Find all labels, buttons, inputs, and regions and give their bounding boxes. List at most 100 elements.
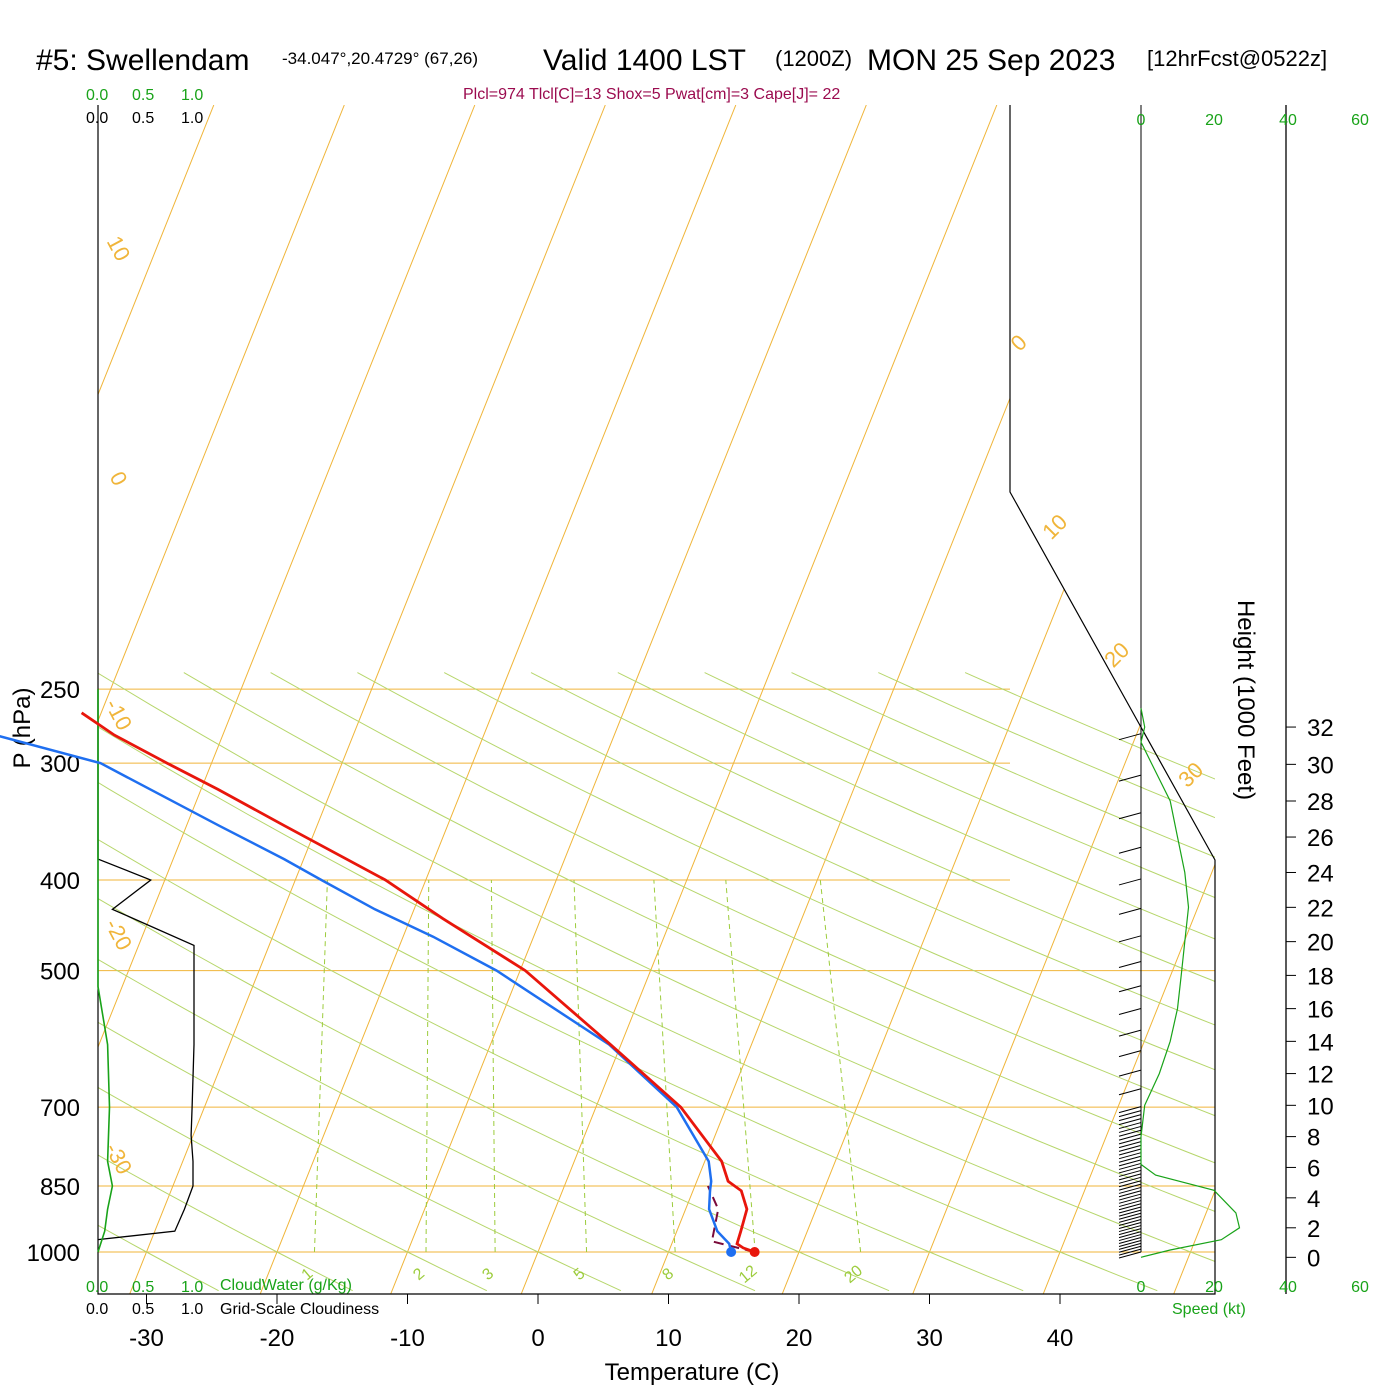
wind-barb: [1118, 1203, 1142, 1211]
wind-barb: [1118, 1234, 1142, 1242]
dewpoint-profile: [0, 735, 733, 1253]
cloudwater-label: CloudWater (g/Kg): [220, 1277, 352, 1294]
isotherm--60: [98, 105, 215, 1294]
mixing-ratio-3: [490, 879, 496, 1253]
wind-barb: [1118, 1162, 1142, 1170]
speed-bot-60: 60: [1351, 1279, 1369, 1296]
wind-barb: [1118, 1148, 1142, 1156]
wind-barb: [1118, 1069, 1142, 1077]
wind-barb: [1118, 1193, 1142, 1201]
isotherm-label-0: 10: [102, 232, 136, 265]
wind-barb: [1118, 1200, 1142, 1208]
height-tick-28: 28: [1307, 789, 1334, 816]
wind-barbs: [1118, 733, 1142, 1259]
height-tick-16: 16: [1307, 997, 1334, 1024]
wind-barb: [1118, 1050, 1142, 1058]
temp-tick--10: -10: [390, 1325, 425, 1352]
speed-label: Speed (kt): [1172, 1301, 1246, 1318]
dry-adiabat--20: [98, 1154, 353, 1292]
speed-top-20: 20: [1205, 112, 1223, 129]
speed-scale-bottom: 0 20 40 60: [1137, 1279, 1369, 1296]
mixing-ratio-12: [725, 879, 756, 1253]
wind-barb: [1118, 1088, 1142, 1096]
cl-bot-1: 1.0: [181, 1301, 203, 1318]
wind-barb: [1118, 1186, 1142, 1194]
temp-tick-40: 40: [1047, 1325, 1074, 1352]
cl-bot-0: 0.0: [86, 1301, 108, 1318]
temp-tick-20: 20: [786, 1325, 813, 1352]
dry-adiabat-130: [704, 672, 1215, 899]
height-axis-label: Height (1000 Feet): [1232, 600, 1259, 800]
parcel-profile: [706, 1185, 755, 1253]
mixing-ratio-label-12: 12: [736, 1262, 761, 1287]
height-tick-4: 4: [1307, 1186, 1320, 1213]
station-name: #5: Swellendam: [36, 44, 249, 77]
pressure-tick-250: 250: [40, 677, 80, 704]
mixing-ratio-label-20: 20: [841, 1262, 866, 1287]
height-tick-12: 12: [1307, 1062, 1334, 1089]
speed-top-0: 0: [1137, 112, 1146, 129]
station-coords: -34.047°,20.4729° (67,26): [282, 49, 478, 68]
isotherm-label-4: -30: [100, 1139, 137, 1179]
stability-indices: Plcl=974 Tlcl[C]=13 Shox=5 Pwat[cm]=3 Ca…: [463, 86, 840, 103]
dry-adiabat-100: [443, 672, 1215, 1026]
wind-barb: [1118, 1122, 1142, 1130]
isotherm--30: [129, 105, 606, 1294]
dry-adiabat-90: [357, 672, 1215, 1071]
cw-bot-1: 1.0: [181, 1279, 203, 1296]
cloudwater-profile: [97, 689, 114, 1253]
isotherm--10: [390, 105, 867, 1294]
wind-barb: [1118, 1212, 1142, 1220]
height-tick-20: 20: [1307, 930, 1334, 957]
dry-adiabat--10: [98, 1086, 488, 1292]
y-axis-label: P (hPa): [9, 688, 36, 769]
dry-adiabat-0: [98, 1021, 622, 1292]
wind-barb: [1118, 1106, 1142, 1114]
temp-tick-0: 0: [531, 1325, 544, 1352]
height-tick-26: 26: [1307, 825, 1334, 852]
dry-adiabat-60: [98, 672, 1215, 1212]
height-tick-0: 0: [1307, 1245, 1320, 1272]
height-tick-32: 32: [1307, 715, 1334, 742]
wind-barb: [1118, 846, 1142, 854]
wind-barb: [1118, 1183, 1142, 1191]
mixing-ratio-label-2: 2: [410, 1265, 428, 1284]
isotherm-label-8: 30: [1173, 757, 1208, 792]
cloudiness-scale-top: 0.0 0.5 1.0: [86, 110, 203, 127]
wind-barb: [1118, 1129, 1142, 1137]
cloudwater-scale-bottom: 0.0 0.5 1.0 CloudWater (g/Kg): [86, 1277, 352, 1296]
wind-barb: [1118, 1114, 1142, 1122]
mixing-ratio-20: [819, 879, 862, 1253]
wind-barb: [1118, 1196, 1142, 1204]
dry-adiabat-80: [270, 672, 1215, 1117]
height-tick-8: 8: [1307, 1125, 1320, 1152]
wind-barb: [1118, 1141, 1142, 1149]
cw-bot-0: 0.0: [86, 1279, 108, 1296]
wind-barb: [1118, 1242, 1142, 1250]
mixing-ratio-1: [313, 879, 328, 1253]
wind-barb: [1118, 1245, 1142, 1253]
mixing-ratio-8: [653, 879, 676, 1253]
speed-top-60: 60: [1351, 112, 1369, 129]
surface-temperature-marker: [749, 1247, 760, 1257]
dry-adiabat-10: [98, 958, 756, 1292]
zulu-time: (1200Z): [775, 46, 852, 71]
wind-barb: [1118, 1169, 1142, 1177]
mixing-ratio-5: [573, 879, 588, 1253]
wind-speed-profile: [1140, 708, 1241, 1258]
speed-scale-top: 0 20 40 60: [1137, 112, 1369, 129]
wind-barb: [1118, 1008, 1142, 1016]
surface-dewpoint-marker: [726, 1247, 737, 1257]
height-tick-14: 14: [1307, 1029, 1334, 1056]
wind-barb: [1118, 878, 1142, 886]
cl-bot-05: 0.5: [132, 1301, 154, 1318]
wind-barb: [1118, 1218, 1142, 1226]
wind-barb: [1118, 961, 1142, 969]
wind-barb: [1118, 1209, 1142, 1217]
wind-barb: [1118, 1166, 1142, 1174]
height-tick-6: 6: [1307, 1155, 1320, 1182]
height-tick-24: 24: [1307, 860, 1334, 887]
